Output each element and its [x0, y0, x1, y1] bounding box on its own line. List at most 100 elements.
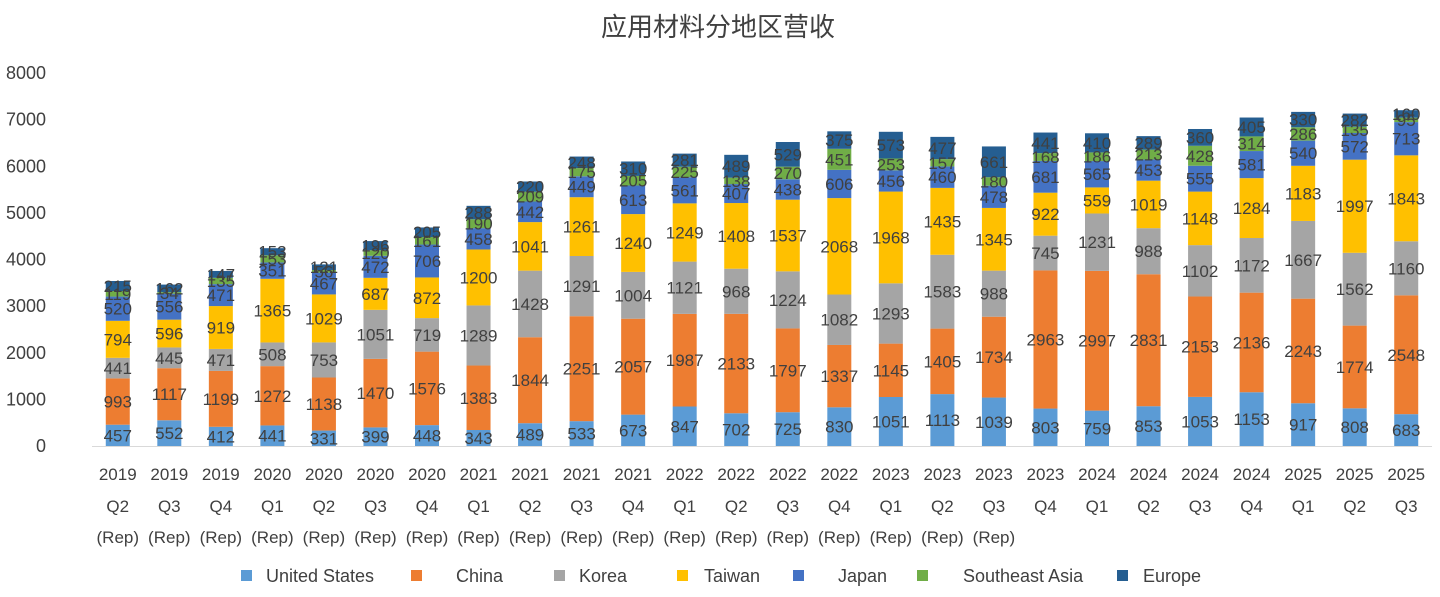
bar-segment	[363, 427, 388, 446]
bar-segment	[621, 161, 646, 176]
y-tick-label: 6000	[6, 156, 46, 176]
bar-segment	[311, 294, 336, 343]
data-label: 471	[207, 351, 235, 370]
data-label: 1153	[1233, 410, 1270, 429]
data-label: 1039	[975, 413, 1013, 432]
bar-segment	[466, 430, 491, 446]
data-label: 687	[361, 285, 389, 304]
data-label: 410	[1083, 134, 1111, 153]
data-label: 220	[516, 178, 544, 197]
data-label: 161	[413, 232, 441, 251]
bar-segment	[415, 318, 439, 352]
bar-segment	[260, 248, 285, 256]
data-label: 753	[310, 351, 338, 370]
bar-segment	[878, 131, 903, 159]
x-tick-label: 2021	[460, 465, 498, 484]
data-label: 1291	[563, 277, 601, 296]
data-label: 2136	[1233, 333, 1271, 352]
data-label: 56	[314, 262, 333, 281]
x-tick-label: 2019	[202, 465, 240, 484]
bar-segment	[827, 131, 852, 149]
bar-segment	[981, 185, 1006, 208]
data-label: 472	[361, 258, 389, 277]
data-label: 1004	[614, 286, 652, 305]
x-tick-label: 2025	[1387, 465, 1425, 484]
x-tick-label: Q4	[1034, 497, 1057, 516]
data-label: 2153	[1181, 338, 1219, 357]
bar-segment	[1291, 127, 1316, 141]
bar-segment	[157, 420, 182, 446]
data-label: 1997	[1336, 197, 1374, 216]
data-label: 847	[671, 417, 699, 436]
bar-segment	[208, 306, 233, 349]
bar-segment	[930, 394, 955, 446]
bar-segment	[208, 426, 233, 446]
data-label: 314	[1237, 135, 1265, 154]
bar-segment	[1136, 159, 1161, 181]
x-tick-label: Q2	[1343, 497, 1366, 516]
bar-segment	[569, 316, 594, 422]
data-label: 2133	[717, 355, 755, 374]
data-label: 445	[155, 349, 183, 368]
bar-segment	[1136, 149, 1161, 160]
bar-segment	[1033, 153, 1058, 161]
bar-segment	[775, 328, 800, 413]
bar-segment	[157, 293, 182, 320]
data-label: 508	[258, 345, 286, 364]
bar-segment	[105, 280, 130, 292]
data-label: 1199	[203, 390, 240, 409]
data-label: 1231	[1078, 233, 1116, 252]
data-label: 138	[722, 172, 750, 191]
data-label: 830	[825, 418, 853, 437]
bar-segment	[105, 378, 130, 425]
bar-segment	[1188, 165, 1213, 192]
x-tick-label: (Rep)	[612, 528, 655, 547]
bar-segment	[1136, 228, 1161, 275]
data-label: 375	[825, 131, 853, 150]
data-label: 153	[258, 243, 286, 262]
legend-swatch	[554, 570, 565, 581]
bar-segment	[518, 270, 543, 338]
bar-segment	[260, 425, 285, 446]
data-label: 205	[619, 172, 647, 191]
bar-segment	[621, 318, 646, 415]
data-label: 186	[1083, 148, 1111, 167]
data-label: 330	[1289, 111, 1317, 130]
bar-segment	[827, 148, 852, 170]
bar-segment	[672, 406, 697, 446]
x-tick-label: (Rep)	[767, 528, 810, 547]
bar-segment	[466, 228, 491, 250]
data-label: 471	[207, 286, 235, 305]
bar-segment	[724, 268, 749, 314]
bar-segment	[621, 414, 646, 446]
data-label: 147	[207, 265, 235, 284]
bar-segment	[466, 249, 491, 306]
x-tick-label: 2023	[872, 465, 910, 484]
data-label: 95	[1397, 111, 1416, 130]
bar-segment	[1239, 117, 1264, 137]
bar-segment	[724, 154, 749, 178]
legend: United States China Korea Taiwan Japan Southe…	[241, 566, 1201, 586]
bar-segment	[1085, 161, 1109, 188]
data-label: 968	[722, 282, 750, 301]
data-label: 2243	[1284, 342, 1322, 361]
bar-segment	[672, 153, 697, 167]
bar-segment	[518, 337, 543, 424]
legend-label: Korea	[579, 566, 628, 586]
x-tick-label: (Rep)	[921, 528, 964, 547]
bar-segment	[311, 342, 336, 378]
data-label: 1405	[923, 352, 961, 371]
data-label: 1117	[152, 385, 187, 404]
bar-segment	[260, 278, 285, 343]
data-label: 1843	[1387, 189, 1425, 208]
data-label: 34	[160, 284, 179, 303]
data-label: 449	[567, 178, 595, 197]
data-label: 673	[619, 421, 647, 440]
data-label: 565	[1083, 165, 1111, 184]
legend-swatch	[917, 570, 928, 581]
bar-segment	[569, 176, 594, 198]
bar-segment	[724, 184, 749, 204]
data-label: 1145	[873, 361, 910, 380]
